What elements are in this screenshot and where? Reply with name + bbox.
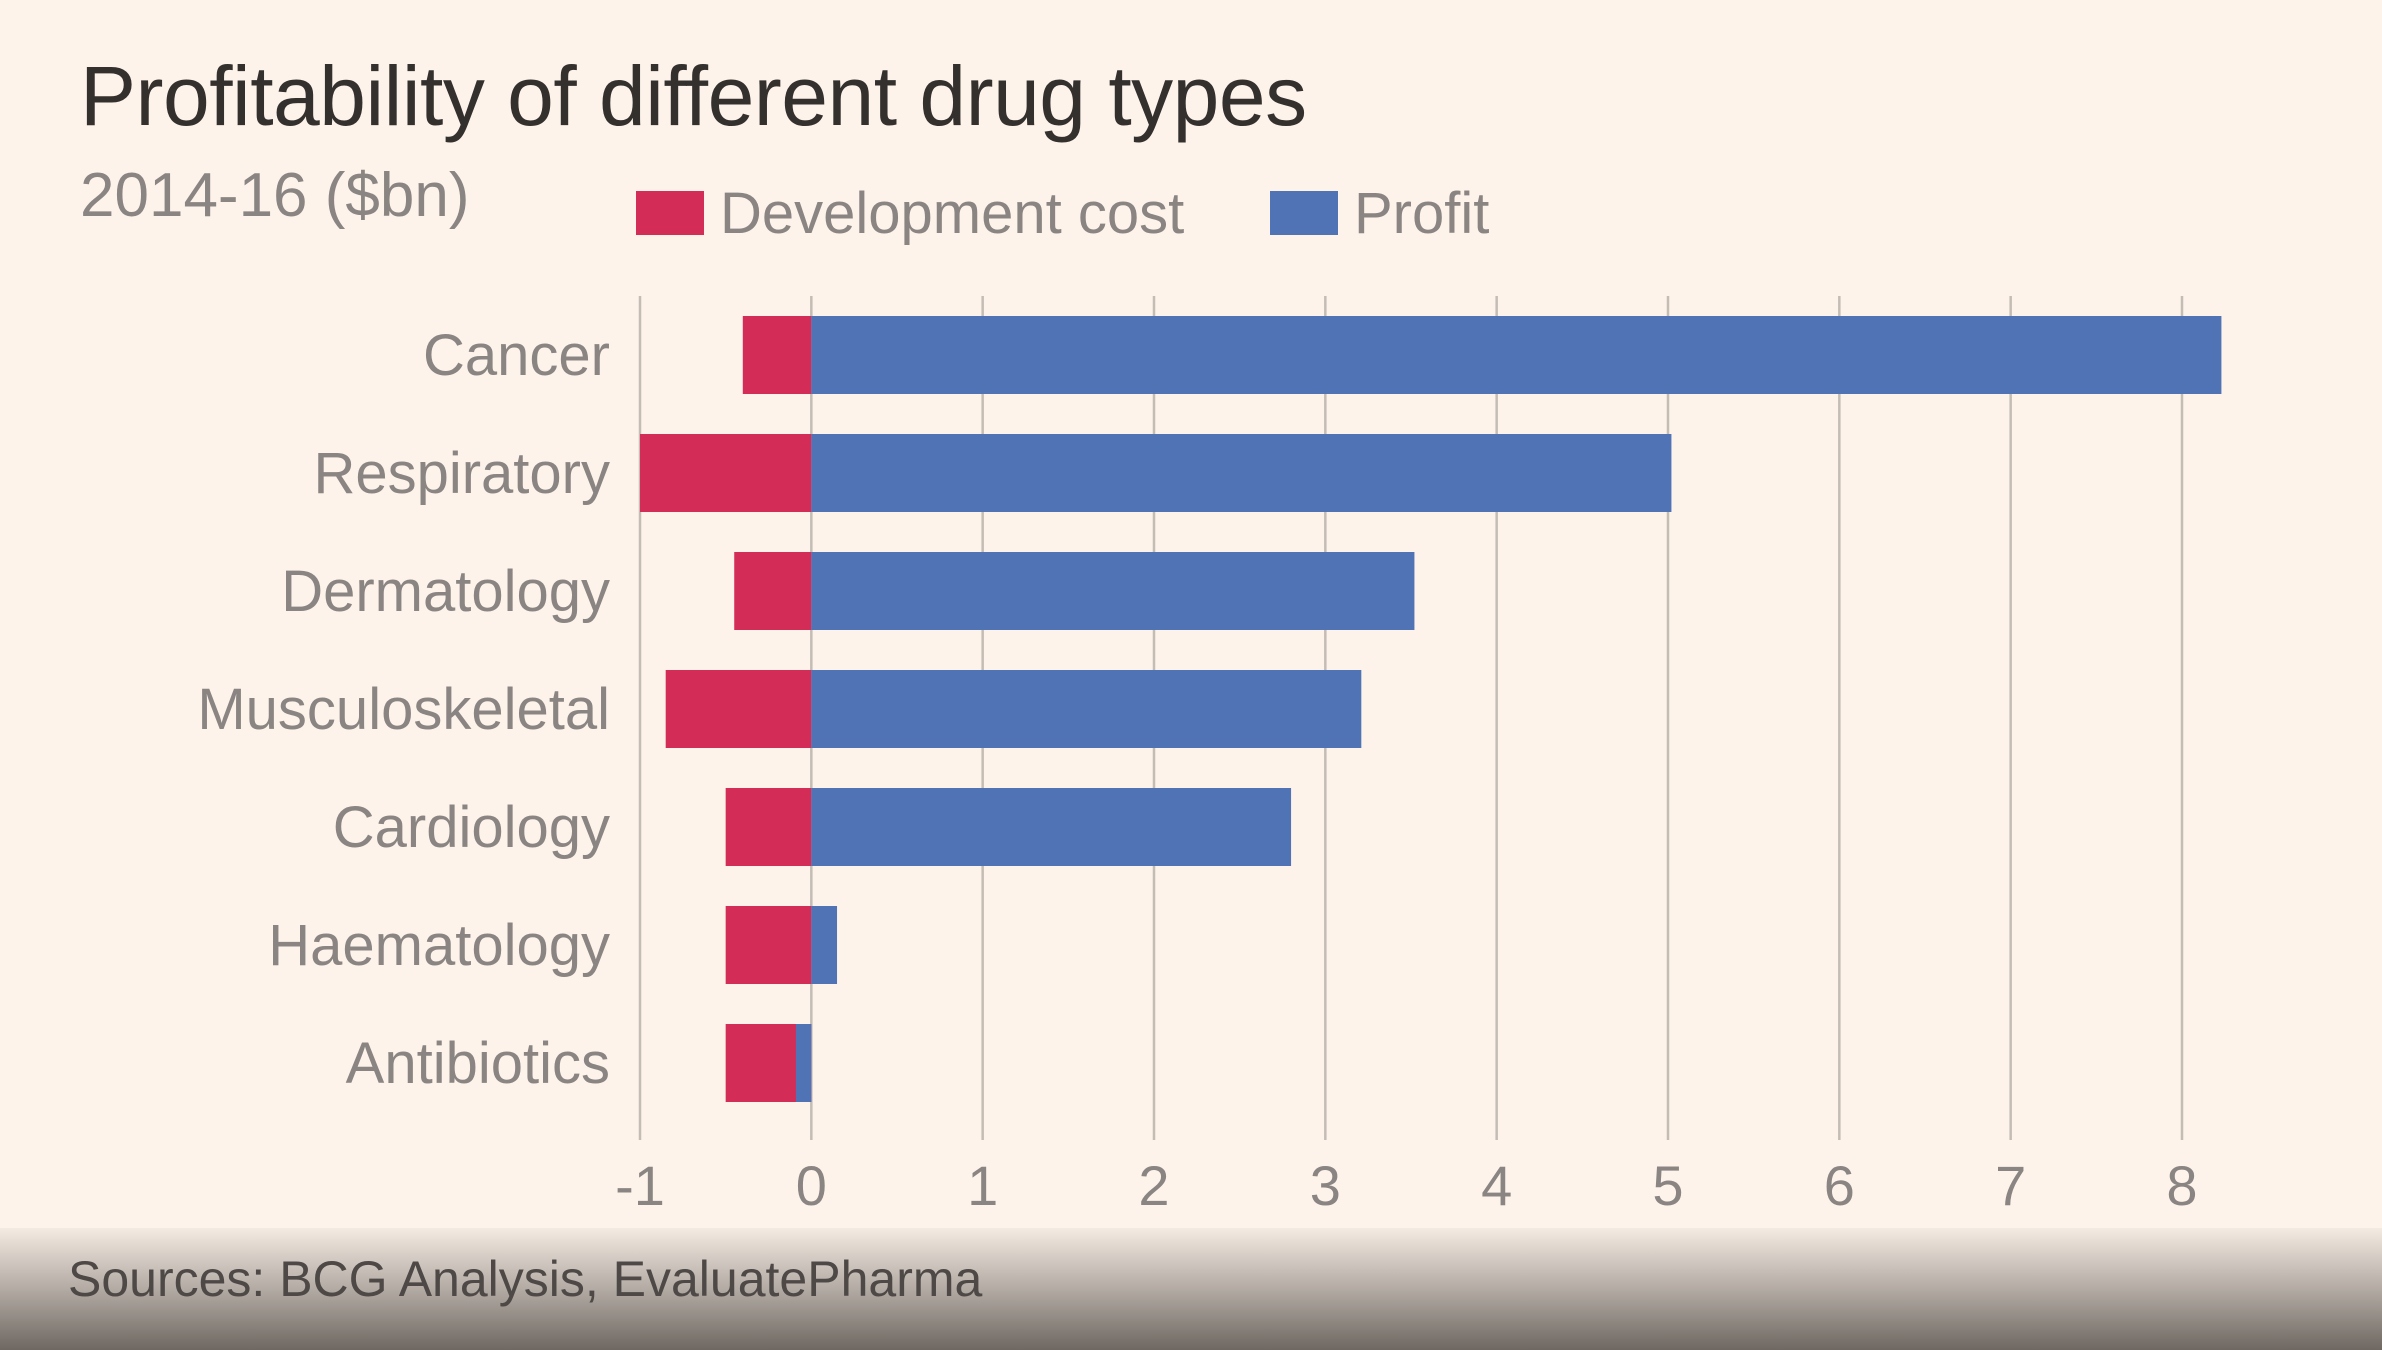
category-label: Musculoskeletal (197, 677, 610, 742)
bar-development-cost (742, 316, 812, 394)
category-label: Antibiotics (346, 1031, 610, 1096)
legend-item-development-cost: Development cost (636, 178, 1184, 248)
legend-label-profit: Profit (1354, 180, 1490, 246)
x-tick-label: 6 (1824, 1154, 1855, 1217)
category-label: Dermatology (281, 559, 610, 624)
bar-profit (811, 434, 1672, 512)
category-label: Cancer (423, 323, 610, 388)
bar-development-cost (734, 552, 812, 630)
chart-title: Profitability of different drug types (80, 49, 1307, 143)
legend-item-profit: Profit (1270, 178, 1489, 248)
x-tick-label: 1 (967, 1154, 998, 1217)
bar-development-cost (640, 434, 812, 512)
x-tick-label: 2 (1138, 1154, 1169, 1217)
bar-profit (811, 788, 1292, 866)
bar-profit (795, 1024, 812, 1102)
x-tick-label: 8 (2166, 1154, 2197, 1217)
source-note: Sources: BCG Analysis, EvaluatePharma (68, 1251, 983, 1307)
x-tick-label: -1 (615, 1154, 665, 1217)
category-label: Cardiology (333, 795, 610, 860)
bar-profit (811, 316, 2222, 394)
bar-development-cost (725, 788, 812, 866)
bar-development-cost (665, 670, 812, 748)
legend-label-development-cost: Development cost (720, 180, 1185, 246)
bar-profit (811, 552, 1415, 630)
source-footer (0, 1228, 2382, 1350)
chart-subtitle: 2014-16 ($bn) (80, 161, 470, 230)
bar-development-cost (725, 906, 812, 984)
category-label: Respiratory (313, 441, 610, 506)
x-tick-label: 5 (1652, 1154, 1683, 1217)
x-tick-label: 7 (1995, 1154, 2026, 1217)
bar-profit (811, 906, 838, 984)
legend-swatch-profit (1270, 191, 1338, 235)
x-tick-label: 0 (796, 1154, 827, 1217)
bar-profit (811, 670, 1362, 748)
x-tick-label: 4 (1481, 1154, 1512, 1217)
bar-chart: -1 0 1 2 3 4 5 6 7 8 Cancer Respiratory Dermatology M… (197, 296, 2222, 1217)
x-tick-label: 3 (1310, 1154, 1341, 1217)
legend-swatch-development-cost (636, 191, 704, 235)
category-label: Haematology (268, 913, 610, 978)
